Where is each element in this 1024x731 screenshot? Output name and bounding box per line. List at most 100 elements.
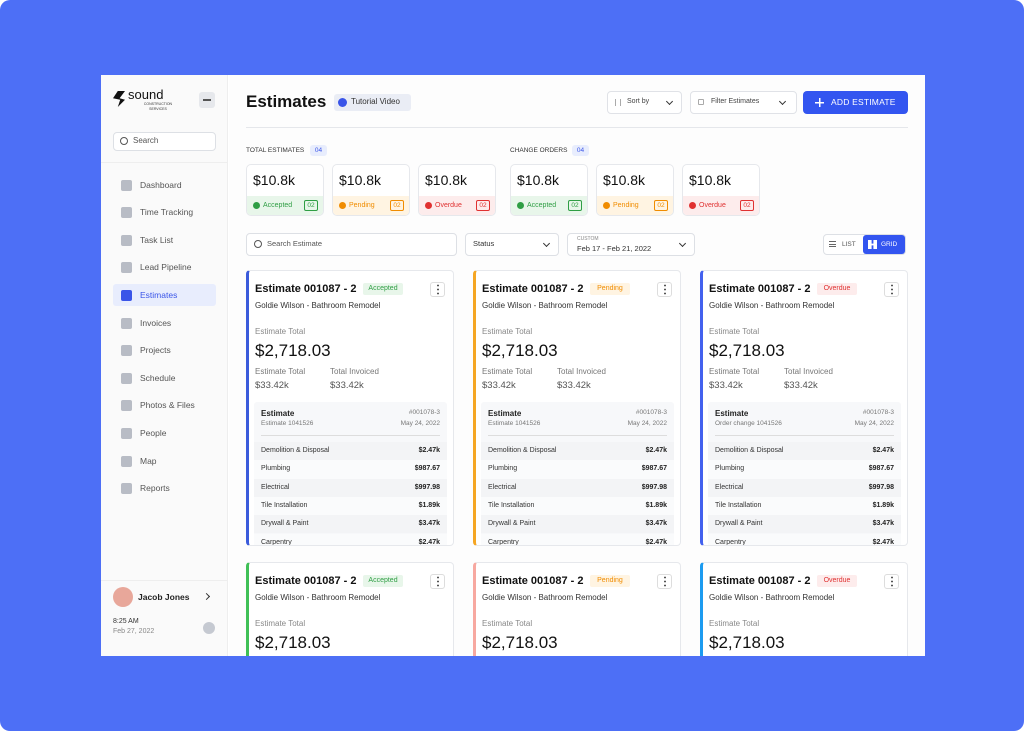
item-row (481, 515, 674, 534)
estimate-card[interactable]: Estimate 001087 - 2 Pending Goldie Wilson … (473, 270, 681, 546)
nav-item[interactable]: Projects (140, 345, 171, 356)
divider (488, 435, 667, 436)
item-value: $2.47k (872, 447, 894, 454)
filter-button[interactable] (690, 91, 797, 114)
status-count: 02 (568, 200, 582, 211)
sidebar (101, 75, 228, 656)
sidebar-search[interactable] (113, 132, 216, 151)
client-name: Goldie Wilson - Bathroom Remodel (255, 301, 381, 310)
sub-label: Estimate Total (709, 367, 760, 376)
tutorial-pill[interactable] (334, 94, 411, 111)
status-count: 02 (304, 200, 318, 211)
sub-label: Estimate Total (255, 367, 306, 376)
item-name: Carpentry (261, 538, 292, 546)
summary-card[interactable]: $10.8k Accepted 02 (246, 164, 324, 216)
menu-button[interactable] (884, 282, 899, 297)
nav-item[interactable]: Estimates (140, 289, 178, 300)
estimate-search[interactable] (246, 233, 457, 256)
client-name: Goldie Wilson - Bathroom Remodel (482, 593, 608, 602)
estimate-title: Estimate 001087 - 2 (255, 575, 357, 587)
summary-card[interactable]: $10.8k Overdue 02 (418, 164, 496, 216)
nav-item[interactable]: Photos & Files (140, 400, 195, 411)
summary-amount: $10.8k (339, 172, 382, 188)
estimate-card[interactable]: Estimate 001087 - 2 Overdue Goldie Wilson … (700, 562, 908, 656)
divider (261, 435, 440, 436)
estimate-card[interactable]: Estimate 001087 - 2 Overdue Goldie Wilson … (700, 270, 908, 546)
nav-item[interactable]: Dashboard (140, 179, 182, 190)
detail-ref: #001078-3 (635, 409, 667, 416)
client-name: Goldie Wilson - Bathroom Remodel (255, 593, 381, 602)
nav-item[interactable]: People (140, 427, 167, 438)
nav-item[interactable]: Lead Pipeline (140, 262, 192, 273)
nav-icon (121, 317, 132, 329)
nav-icon (121, 427, 132, 439)
item-value: $997.98 (868, 483, 894, 491)
total-label: Estimate Total (482, 327, 533, 336)
user-name[interactable]: Jacob Jones (138, 592, 190, 602)
brand-tagline: CONSTRUCTION SERVICES (143, 102, 173, 111)
estimate-card[interactable]: Estimate 001087 - 2 Accepted Goldie Wilson… (246, 270, 454, 546)
total-label: Estimate Total (255, 327, 306, 336)
item-value: $987.67 (868, 465, 894, 473)
status-select-text: Status (473, 239, 495, 248)
divider (101, 580, 228, 581)
sub-value: $33.42k (709, 380, 743, 391)
menu-button[interactable] (884, 574, 899, 589)
sub-value: $33.42k (784, 380, 818, 391)
nav-item[interactable]: Time Tracking (140, 207, 194, 218)
date-select[interactable] (567, 233, 695, 256)
divider (101, 162, 228, 163)
estimate-card[interactable]: Estimate 001087 - 2 Accepted Goldie Wilson… (246, 562, 454, 656)
total-value: $2,718.03 (709, 633, 785, 652)
summary-card[interactable]: $10.8k Pending 02 (332, 164, 410, 216)
nav-item[interactable]: Map (140, 455, 157, 466)
item-row (481, 460, 674, 479)
nav-item[interactable]: Schedule (140, 372, 176, 383)
item-value: $2.47k (418, 447, 440, 454)
nav-item[interactable]: Reports (140, 483, 170, 494)
status-text: Pending (349, 202, 375, 209)
summary-card[interactable]: $10.8k Overdue 02 (682, 164, 760, 216)
search-icon (254, 240, 262, 248)
item-value: $2.47k (418, 538, 440, 546)
list-button[interactable]: LIST (842, 241, 856, 248)
item-row (481, 533, 674, 545)
status-select[interactable] (465, 233, 559, 256)
item-row (708, 460, 901, 479)
status-dot (425, 202, 432, 209)
status-badge: Accepted (363, 283, 403, 295)
grid-button-bg[interactable] (863, 235, 905, 254)
status-count: 02 (654, 200, 668, 211)
summary-amount: $10.8k (253, 172, 296, 188)
item-value: $3.47k (645, 520, 667, 528)
sort-button[interactable] (607, 91, 682, 114)
client-name: Goldie Wilson - Bathroom Remodel (709, 301, 835, 310)
summary-card[interactable]: $10.8k Pending 02 (596, 164, 674, 216)
nav-icon (121, 289, 132, 301)
sub-value: $33.42k (482, 380, 516, 391)
item-value: $3.47k (418, 520, 440, 528)
nav-item[interactable]: Invoices (140, 317, 172, 328)
add-button[interactable] (803, 91, 908, 114)
item-value: $2.47k (645, 447, 667, 454)
item-name: Plumbing (715, 465, 745, 473)
status-dot (689, 202, 696, 209)
status-badge: Accepted (363, 575, 403, 587)
menu-button[interactable] (657, 574, 672, 589)
sort-text: Sort by (627, 98, 650, 105)
total-value: $2,718.03 (255, 341, 331, 360)
nav-active-bg (113, 284, 216, 307)
item-row (481, 478, 674, 497)
menu-button[interactable] (657, 282, 672, 297)
menu-button[interactable] (430, 282, 445, 297)
collapse-button[interactable] (199, 92, 215, 108)
estimate-title: Estimate 001087 - 2 (709, 283, 811, 295)
summary-card[interactable]: $10.8k Accepted 02 (510, 164, 588, 216)
menu-button[interactable] (430, 574, 445, 589)
estimate-card[interactable]: Estimate 001087 - 2 Pending Goldie Wilson … (473, 562, 681, 656)
add-text: ADD ESTIMATE (831, 97, 896, 107)
total-label: Estimate Total (709, 619, 760, 628)
nav-item[interactable]: Task List (140, 234, 174, 245)
date-custom: CUSTOM (577, 236, 599, 242)
